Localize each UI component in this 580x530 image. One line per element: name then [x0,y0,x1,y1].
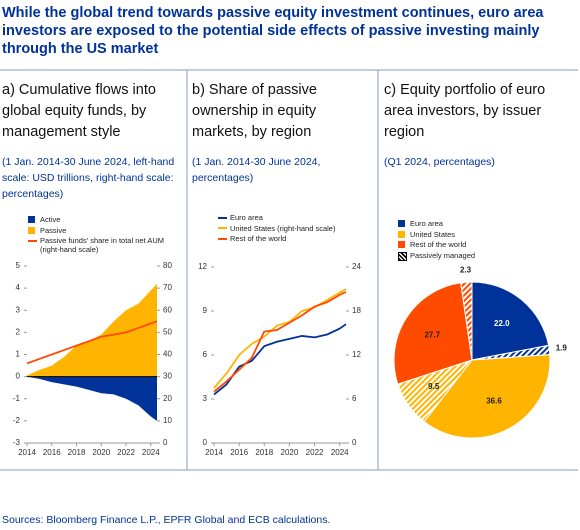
y2-tick-label: 6 [352,394,357,403]
legend-swatch [398,251,407,261]
legend-label: United States [410,229,456,239]
legend-swatch [218,237,227,240]
y-tick-label: 0 [203,438,208,447]
line [213,288,347,389]
pie-slice [423,354,551,439]
source-note: Sources: Bloomberg Finance L.P., EPFR Gl… [2,514,331,526]
line [213,291,347,393]
y2-tick-label: 24 [352,262,361,271]
pie-slice [471,281,550,361]
x-tick-label: 2014 [18,448,36,457]
legend-label: United States (right-hand scale) [230,223,336,233]
x-tick-label: 2018 [68,448,86,457]
x-tick-label: 2022 [117,448,135,457]
x-tick-label: 2020 [281,448,299,457]
legend-swatch [398,220,405,227]
y2-tick-label: 0 [163,438,168,447]
y-tick-label: -2 [13,416,21,425]
y2-tick-label: 18 [352,306,361,315]
legend-swatch [218,216,227,219]
data-label: 36.6 [486,396,502,405]
y-tick-label: 2 [16,327,21,336]
y-tick-label: 1 [16,350,21,359]
x-tick-label: 2022 [306,448,324,457]
y-tick-label: 0 [16,372,21,381]
legend-label: Passive funds' share in total net AUM (r… [40,236,164,254]
x-tick-label: 2014 [205,448,223,457]
legend-swatch [28,226,35,234]
legend-label: Rest of the world [230,234,287,243]
y2-tick-label: 10 [163,416,172,425]
x-tick-label: 2020 [92,448,110,457]
legend-swatch [398,241,405,248]
panel-subtitle: (Q1 2024, percentages) [384,156,495,168]
y-tick-label: 9 [203,306,208,315]
y2-tick-label: 60 [163,305,172,314]
y2-tick-label: 40 [163,350,172,359]
x-tick-label: 2016 [230,448,248,457]
area [27,283,157,377]
panel-title: c) Equity portfolio of euro area investo… [384,82,546,140]
y-tick-label: 3 [16,305,21,314]
x-tick-label: 2024 [331,448,349,457]
y-tick-label: 3 [203,394,208,403]
y-tick-label: 12 [198,262,207,271]
page-title: While the global trend towards passive e… [2,5,544,57]
panel-title: b) Share of passive ownership in equity … [192,82,317,140]
line [213,323,347,396]
panel-subtitle: (1 Jan. 2014-30 June 2024, percentages) [192,156,321,184]
area [27,376,157,421]
y2-tick-label: 12 [352,350,361,359]
y2-tick-label: 0 [352,438,357,447]
legend-label: Euro area [230,213,263,222]
legend-swatch [28,216,35,223]
y2-tick-label: 30 [163,372,172,381]
x-tick-label: 2024 [142,448,160,457]
y2-tick-label: 70 [163,283,172,292]
legend-label: Active [40,215,61,224]
y2-tick-label: 80 [163,261,172,270]
legend-swatch [398,230,405,238]
panel-title: a) Cumulative flows into global equity f… [2,82,156,140]
legend-label: Euro area [410,219,443,228]
legend-swatch [28,239,37,242]
x-tick-label: 2016 [43,448,61,457]
line [26,320,158,365]
y-tick-label: -3 [13,438,21,447]
y2-tick-label: 50 [163,327,172,336]
y2-tick-label: 20 [163,394,172,403]
legend-label: Rest of the world [410,240,467,249]
x-tick-label: 2018 [255,448,273,457]
y-tick-label: 5 [16,261,21,270]
data-label: 2.3 [460,265,472,274]
pie-slice [393,282,473,385]
y-tick-label: -1 [13,394,21,403]
legend-label: Passive [40,225,67,235]
legend-label: Passively managed [410,250,476,260]
y-tick-label: 6 [203,350,208,359]
data-label: 27.7 [424,330,440,339]
y-tick-label: 4 [16,283,21,292]
data-label: 9.5 [428,382,440,391]
panel-subtitle: (1 Jan. 2014-30 June 2024, left-hand sca… [2,156,175,200]
data-label: 1.9 [556,344,568,353]
data-label: 22.0 [494,319,510,328]
legend-swatch [218,227,227,229]
pie-slice [460,281,473,361]
